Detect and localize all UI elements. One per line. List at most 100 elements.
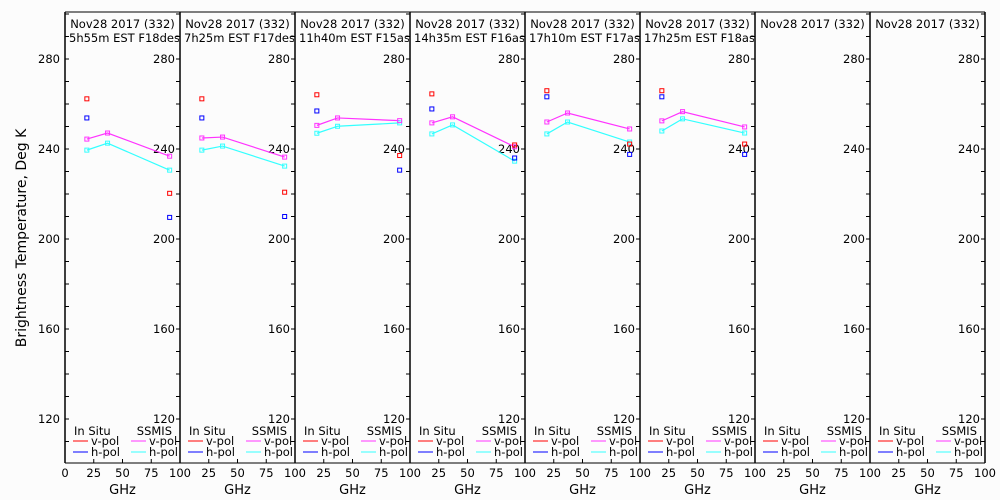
- series-line-ssmis_v: [661, 111, 745, 128]
- legend-label: v-pol: [321, 434, 349, 448]
- legend-label: v-pol: [896, 434, 924, 448]
- y-tick-label: 160: [268, 322, 290, 336]
- data-point-ssmis_h: [659, 128, 665, 134]
- legend-label: h-pol: [149, 445, 178, 459]
- x-tick-label: 25: [776, 466, 791, 480]
- legend-label: v-pol: [264, 434, 292, 448]
- data-point-ssmis_v: [105, 130, 111, 136]
- y-tick-label: 120: [498, 412, 520, 426]
- y-tick-label: 280: [728, 52, 750, 66]
- data-point-ssmis_v: [167, 153, 173, 159]
- data-point-ssmis_h: [167, 167, 173, 173]
- x-axis-label: GHz: [224, 483, 251, 498]
- x-tick-label: 75: [719, 466, 734, 480]
- y-tick-label: 280: [153, 52, 175, 66]
- x-tick-label: 75: [489, 466, 504, 480]
- legend-label: v-pol: [379, 434, 407, 448]
- legend-label: h-pol: [91, 445, 120, 459]
- legend-insitu-title: In Situ: [764, 424, 801, 438]
- panel-title: Nov28 2017 (332): [300, 17, 405, 31]
- x-tick-label: 100: [284, 466, 306, 480]
- y-tick-label: 160: [843, 322, 865, 336]
- data-point-insitu_h: [84, 115, 90, 121]
- y-tick-label: 200: [268, 232, 290, 246]
- legend-label: h-pol: [551, 445, 580, 459]
- legend-insitu-title: In Situ: [74, 424, 111, 438]
- legend-ssmis-title: SSMIS: [597, 424, 632, 438]
- series-line-ssmis_v: [316, 117, 400, 126]
- panel-title: Nov28 2017 (332): [530, 17, 635, 31]
- y-tick-label: 280: [958, 52, 980, 66]
- y-tick-label: 200: [38, 232, 60, 246]
- data-point-insitu_v: [627, 141, 633, 147]
- data-point-insitu_v: [397, 153, 403, 159]
- y-tick-label: 200: [498, 232, 520, 246]
- panel-title-group: Nov28 2017 (332)5h55m EST F18des: [69, 17, 180, 45]
- legend-label: v-pol: [206, 434, 234, 448]
- data-point-ssmis_v: [659, 118, 665, 124]
- series-line-ssmis_h: [201, 145, 285, 167]
- x-tick-label: 50: [690, 466, 705, 480]
- x-axis-label: GHz: [454, 483, 481, 498]
- data-point-ssmis_h: [680, 116, 686, 122]
- data-point-ssmis_v: [565, 110, 571, 116]
- data-point-ssmis_h: [84, 147, 90, 153]
- y-tick-label: 120: [728, 412, 750, 426]
- y-tick-label: 120: [958, 412, 980, 426]
- x-tick-label: 100: [744, 466, 766, 480]
- panel-title: Nov28 2017 (332): [185, 17, 290, 31]
- series-line-ssmis_h: [316, 122, 400, 134]
- y-tick-label: 160: [728, 322, 750, 336]
- x-tick-label: 100: [859, 466, 881, 480]
- legend-label: v-pol: [724, 434, 752, 448]
- y-tick-label: 160: [613, 322, 635, 336]
- panel-title-group: Nov28 2017 (332)14h35m EST F16asc: [414, 17, 524, 45]
- data-point-insitu_h: [627, 151, 633, 157]
- data-point-ssmis_h: [282, 163, 288, 169]
- y-tick-label: 120: [153, 412, 175, 426]
- series-line-ssmis_h: [86, 142, 170, 171]
- panel-title: Nov28 2017 (332): [645, 17, 750, 31]
- panel-title: Nov28 2017 (332): [70, 17, 175, 31]
- panel-title-group: Nov28 2017 (332): [875, 17, 980, 31]
- panel-2: 120 160 200 240 280 25 50 75 100 GHz Nov28 2017 (3…: [179, 12, 306, 498]
- x-axis-label: GHz: [569, 483, 596, 498]
- data-point-ssmis_v: [199, 135, 205, 141]
- legend-label: v-pol: [666, 434, 694, 448]
- panel-title-group: Nov28 2017 (332)7h25m EST F17des: [184, 17, 294, 45]
- legend-label: v-pol: [436, 434, 464, 448]
- panel-subtitle: 5h55m EST F18des: [69, 31, 180, 45]
- data-point-insitu_h: [282, 214, 288, 219]
- y-tick-label: 160: [383, 322, 405, 336]
- data-point-ssmis_v: [544, 119, 550, 125]
- x-tick-label: 25: [546, 466, 561, 480]
- y-tick-label: 280: [268, 52, 290, 66]
- data-point-insitu_h: [544, 94, 550, 100]
- x-tick-label: 50: [920, 466, 935, 480]
- legend-label: v-pol: [954, 434, 982, 448]
- x-tick-label: 50: [115, 466, 130, 480]
- legend-ssmis-title: SSMIS: [827, 424, 862, 438]
- data-point-insitu_h: [314, 108, 320, 114]
- data-point-insitu_v: [84, 96, 90, 102]
- legend-ssmis-title: SSMIS: [712, 424, 747, 438]
- legend-insitu-title: In Situ: [534, 424, 571, 438]
- data-point-ssmis_v: [314, 122, 320, 128]
- x-tick-label: 50: [575, 466, 590, 480]
- legend-label: h-pol: [666, 445, 695, 459]
- data-point-ssmis_h: [105, 140, 111, 146]
- legend-label: v-pol: [839, 434, 867, 448]
- y-tick-label: 160: [498, 322, 520, 336]
- y-tick-label: 240: [383, 142, 405, 156]
- x-tick-label: 50: [230, 466, 245, 480]
- data-point-ssmis_h: [450, 122, 456, 128]
- y-tick-label: 160: [153, 322, 175, 336]
- data-point-ssmis_v: [742, 124, 748, 130]
- legend-label: h-pol: [724, 445, 753, 459]
- y-tick-label: 200: [383, 232, 405, 246]
